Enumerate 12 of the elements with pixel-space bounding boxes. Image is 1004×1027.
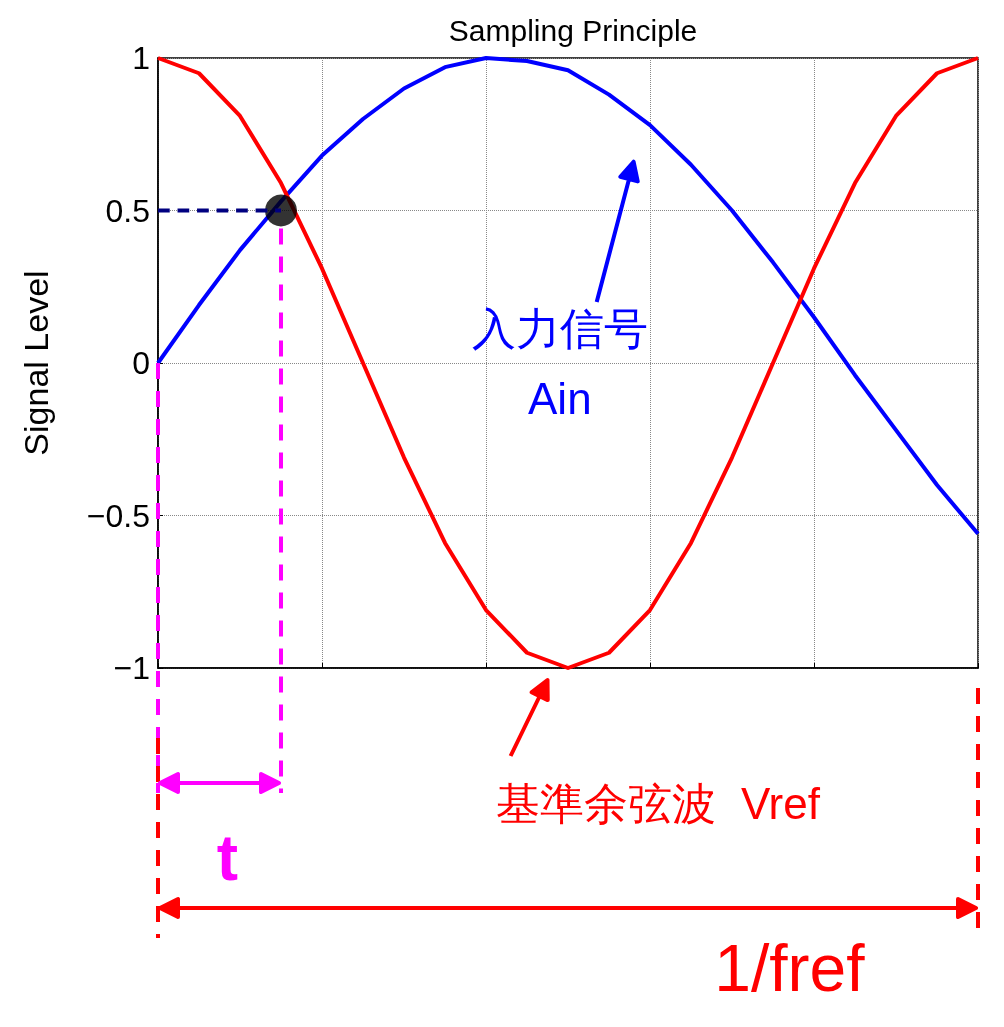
text: 1/fref [714, 931, 866, 1005]
chart-title: Sampling Principle [448, 13, 698, 47]
legend-label: 基準余弦波 Vref [496, 778, 821, 828]
y-tick-label: −1 [113, 650, 150, 686]
y-tick-label: −0.5 [86, 497, 150, 534]
y-tick-label: 0.5 [105, 192, 150, 229]
text: 入力信号 Ain [471, 303, 648, 423]
y-tick-label: 1 [132, 40, 150, 76]
y-axis-title: Signal Level [17, 270, 55, 456]
text: t [216, 822, 239, 894]
line-series [156, 56, 980, 670]
y-tick-label: 0 [132, 345, 150, 381]
